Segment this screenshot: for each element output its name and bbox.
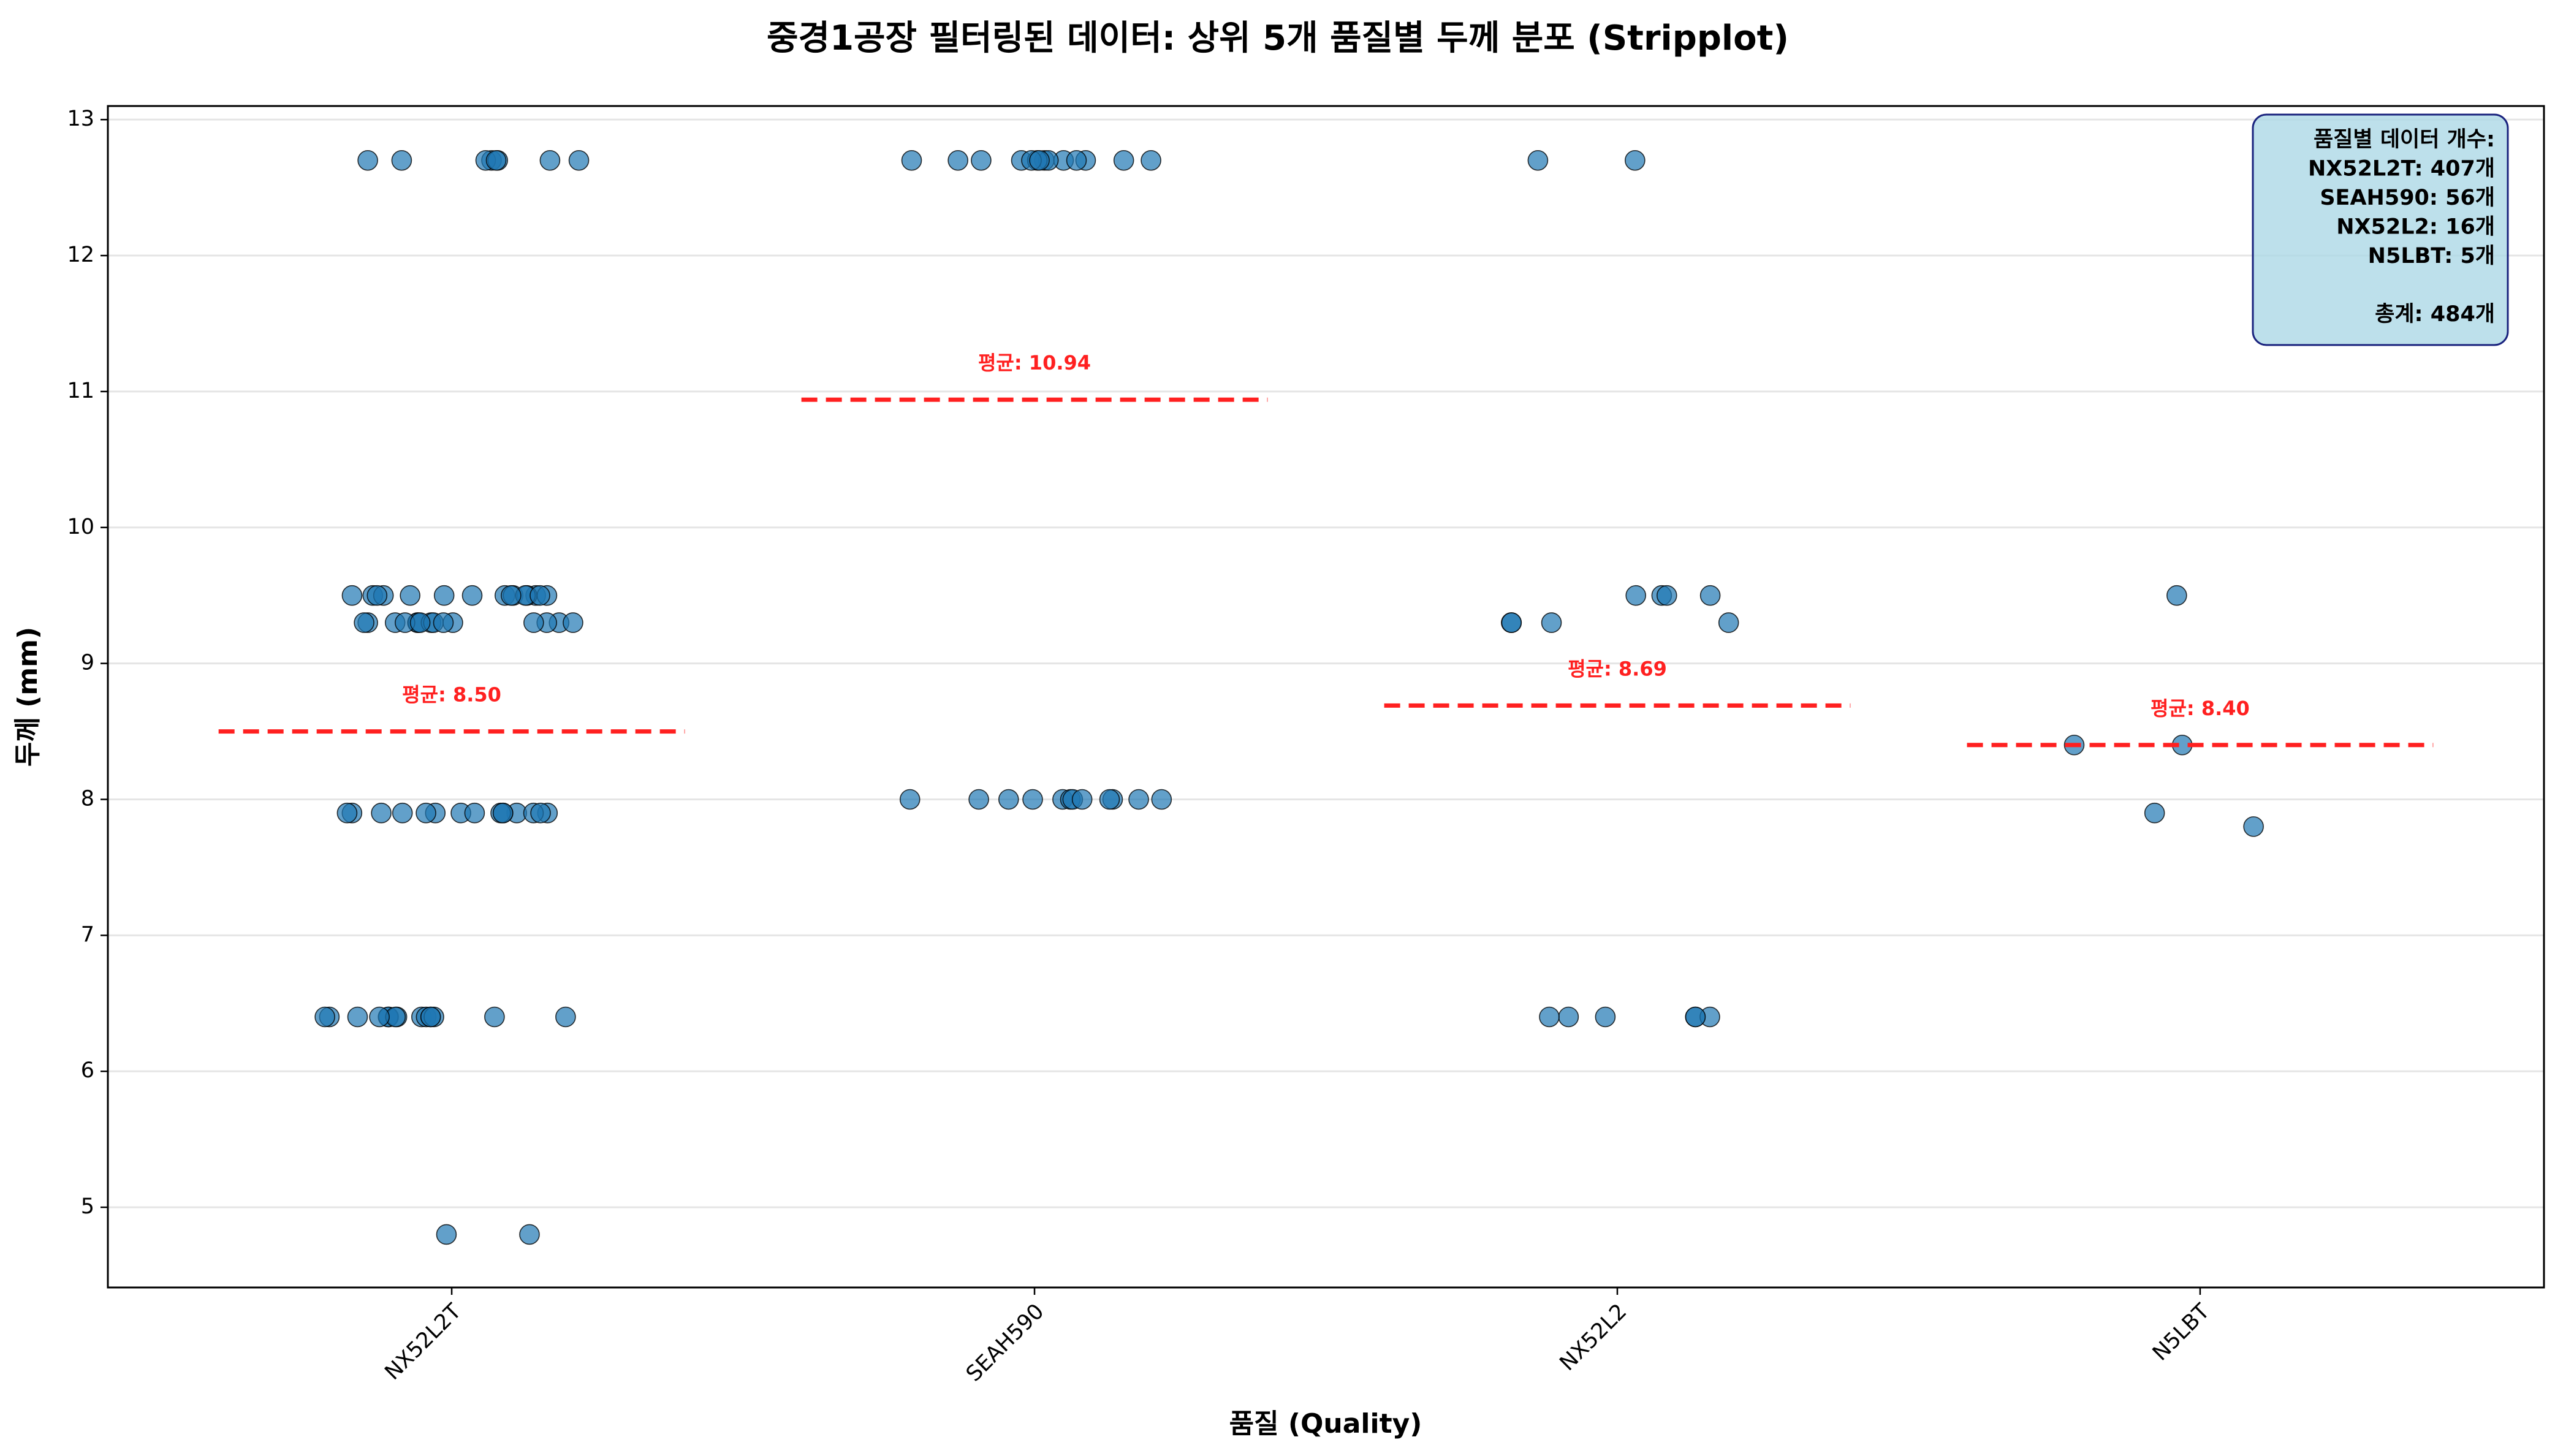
y-tick-label: 6 [81, 1058, 94, 1083]
data-point [2144, 802, 2165, 824]
data-point [436, 1224, 457, 1245]
data-point [347, 1006, 368, 1028]
data-point [1541, 612, 1562, 633]
y-tick-label: 12 [67, 243, 94, 267]
data-point [1113, 150, 1134, 171]
data-point [357, 150, 378, 171]
data-point [1539, 1006, 1560, 1028]
data-point [1066, 150, 1087, 171]
mean-label: 평균: 8.69 [1568, 657, 1667, 680]
data-point [409, 612, 431, 633]
data-point [1718, 612, 1739, 633]
data-point [1656, 585, 1677, 606]
data-point [998, 789, 1019, 810]
annotation-line: NX52L2: 16개 [2336, 215, 2495, 240]
annotation-line: N5LBT: 5개 [2368, 244, 2495, 268]
data-point [366, 585, 388, 606]
annotation-box [2252, 113, 2509, 346]
y-tick-label: 5 [81, 1194, 94, 1219]
y-tick-label: 8 [81, 787, 94, 811]
data-point [968, 789, 989, 810]
data-point [484, 1006, 505, 1028]
data-point [485, 150, 507, 171]
data-point [1527, 150, 1549, 171]
data-point [1128, 789, 1149, 810]
data-point [433, 612, 454, 633]
x-axis-label: 품질 (Quality) [1229, 1408, 1422, 1439]
data-point [530, 802, 551, 824]
y-axis-label: 두께 (mm) [12, 627, 44, 767]
data-point [420, 1006, 441, 1028]
data-point [901, 150, 922, 171]
data-point [1685, 1006, 1706, 1028]
data-point [336, 802, 358, 824]
data-point [1558, 1006, 1579, 1028]
mean-label: 평균: 10.94 [978, 351, 1091, 374]
data-point [1625, 150, 1646, 171]
data-point [392, 802, 413, 824]
data-point [369, 1006, 390, 1028]
y-tick-label: 11 [67, 379, 94, 403]
data-point [1699, 585, 1721, 606]
data-point [539, 150, 561, 171]
data-point [1625, 585, 1647, 606]
data-point [555, 1006, 576, 1028]
data-point [519, 1224, 540, 1245]
chart-title: 중경1공장 필터링된 데이터: 상위 5개 품질별 두께 분포 (Strippl… [767, 18, 1789, 58]
data-point [1071, 789, 1093, 810]
data-point [400, 585, 420, 606]
y-tick-label: 13 [67, 107, 94, 131]
data-point [1022, 789, 1043, 810]
mean-label: 평균: 8.40 [2151, 697, 2250, 720]
data-point [1099, 789, 1120, 810]
data-point [1501, 612, 1522, 633]
data-point [391, 150, 412, 171]
data-point [464, 802, 485, 824]
y-tick-label: 9 [81, 651, 94, 675]
data-point [354, 612, 374, 633]
data-point [1141, 150, 1161, 171]
y-tick-label: 7 [81, 922, 94, 947]
data-point [433, 585, 455, 606]
data-point [2166, 585, 2187, 606]
data-point [314, 1006, 335, 1028]
data-point [371, 802, 392, 824]
plot-frame [107, 105, 2545, 1289]
mean-label: 평균: 8.50 [402, 683, 501, 707]
data-point [1151, 789, 1172, 810]
annotation-line: SEAH590: 56개 [2320, 186, 2495, 210]
data-point [568, 150, 590, 171]
data-point [523, 612, 544, 633]
data-point [530, 585, 550, 606]
data-point [461, 585, 483, 606]
annotation-line: 품질별 데이터 개수: [2314, 127, 2495, 152]
annotation-line: NX52L2T: 407개 [2308, 157, 2495, 181]
data-point [947, 150, 968, 171]
data-point [563, 612, 583, 633]
data-point [416, 802, 436, 824]
data-point [971, 150, 992, 171]
data-point [899, 789, 921, 810]
data-point [501, 585, 522, 606]
data-point [1029, 150, 1050, 171]
data-point [341, 585, 363, 606]
data-point [2243, 816, 2264, 837]
annotation-line: 총계: 484개 [2375, 302, 2495, 327]
data-point [1595, 1006, 1616, 1028]
y-tick-label: 10 [67, 515, 94, 539]
data-point [492, 802, 514, 824]
